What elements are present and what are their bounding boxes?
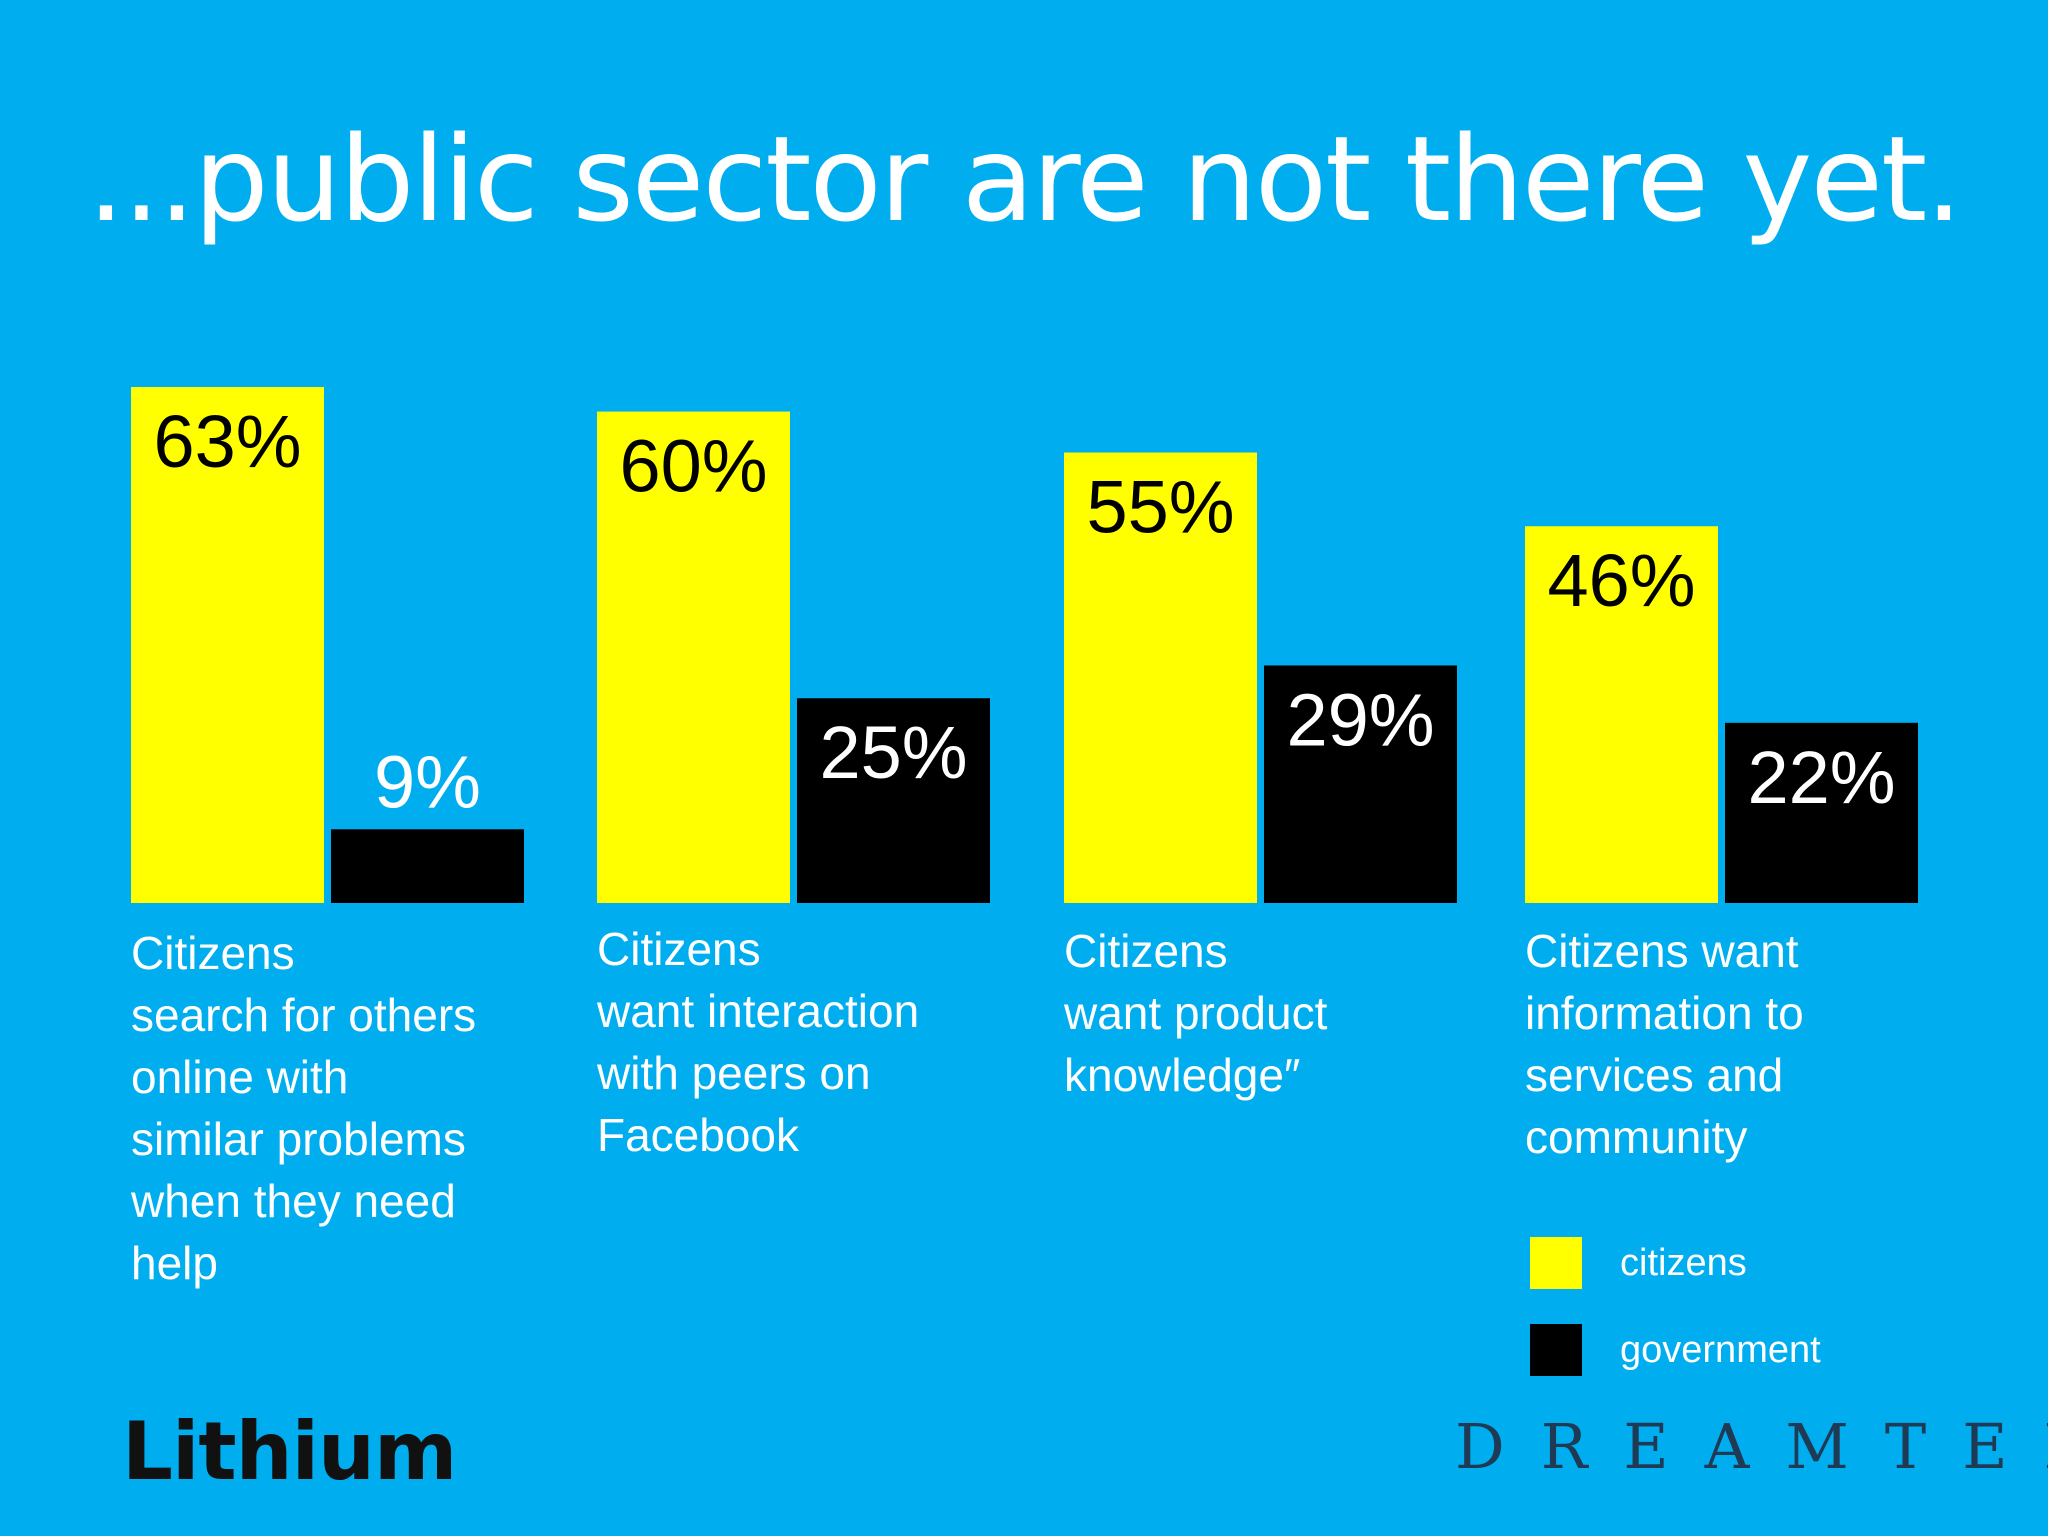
- data-label-government-1: 25%: [819, 711, 967, 794]
- category-label-3: Citizens want information to services an…: [1525, 925, 1804, 1163]
- data-label-citizens-1: 60%: [619, 425, 767, 508]
- legend-label-citizens: citizens: [1620, 1241, 1747, 1284]
- lithium-logo: Lithium: [122, 1405, 457, 1498]
- legend-swatch-citizens: [1530, 1237, 1582, 1289]
- bar-citizens-2: [1064, 452, 1257, 903]
- data-label-citizens-0: 63%: [153, 400, 301, 483]
- legend-item-citizens: citizens: [1530, 1237, 1747, 1289]
- data-label-government-2: 29%: [1286, 678, 1434, 761]
- legend-label-government: government: [1620, 1328, 1821, 1371]
- dreamtek-logo: DREAMTEK: [1455, 1410, 2048, 1483]
- data-label-citizens-3: 46%: [1547, 539, 1695, 622]
- bar-government-2: [1264, 665, 1457, 903]
- slide-title: ...public sector are not there yet.: [87, 110, 1963, 248]
- category-label-2: Citizens want product knowledge″: [1064, 925, 1328, 1101]
- data-label-government-3: 22%: [1747, 736, 1895, 819]
- bar-government-3: [1725, 722, 1918, 903]
- bar-citizens-1: [597, 411, 790, 903]
- data-label-citizens-2: 55%: [1086, 466, 1234, 549]
- legend-item-government: government: [1530, 1324, 1821, 1376]
- category-label-1: Citizens want interaction with peers on …: [597, 923, 920, 1161]
- category-label-0: Citizens search for others online with s…: [131, 927, 477, 1289]
- bar-government-0: [331, 829, 524, 903]
- bar-citizens-3: [1525, 526, 1718, 903]
- bar-government-1: [797, 698, 990, 903]
- data-label-government-0: 9%: [374, 740, 481, 823]
- bar-citizens-0: [131, 387, 324, 903]
- legend-swatch-government: [1530, 1324, 1582, 1376]
